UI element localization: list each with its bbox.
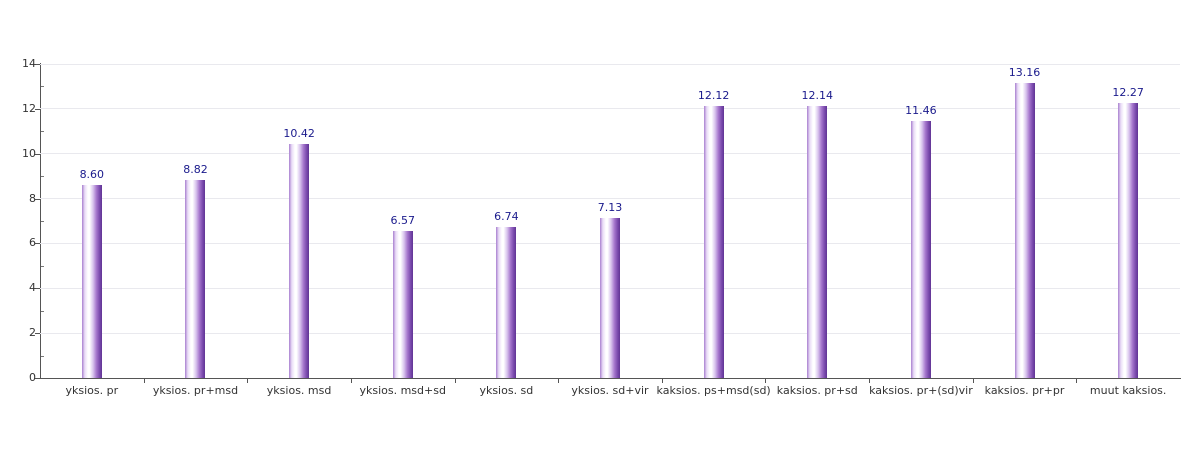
bar — [81, 185, 102, 378]
y-axis-minor-tick — [41, 176, 44, 178]
y-axis-major-tick — [35, 243, 40, 245]
y-axis-major-tick — [35, 378, 40, 379]
bar — [185, 180, 206, 378]
bar-value-label: 10.42 — [283, 127, 315, 141]
gridline — [40, 153, 1180, 155]
bar — [807, 105, 828, 378]
x-axis-tick — [454, 379, 456, 383]
y-axis-minor-tick — [41, 355, 44, 357]
x-axis-category-label: yksios. pr+msd — [152, 384, 239, 397]
y-axis-minor-tick — [41, 221, 44, 222]
bar — [910, 120, 931, 378]
y-axis-tick-label: 0 — [29, 371, 36, 384]
x-axis-category-label: muut kaksios. — [1089, 384, 1167, 397]
x-axis-tick — [765, 379, 767, 383]
x-axis-category-label: yksios. sd+vir — [571, 384, 649, 397]
y-axis-major-tick — [35, 108, 40, 110]
y-axis-tick-label: 2 — [29, 326, 36, 340]
x-axis-tick — [661, 379, 663, 383]
y-axis-tick-label: 12 — [22, 101, 36, 115]
y-axis-major-tick — [35, 198, 40, 200]
y-axis-tick-label: 8 — [29, 191, 36, 205]
x-axis-tick — [972, 379, 974, 383]
x-axis-tick — [869, 379, 871, 383]
bar — [703, 106, 724, 378]
x-axis-category-label: kaksios. pr+sd — [776, 384, 858, 397]
bar — [1118, 102, 1139, 378]
y-axis-minor-tick — [41, 131, 44, 133]
bar-value-label: 13.16 — [1008, 65, 1041, 79]
y-axis-tick-label: 6 — [29, 236, 36, 250]
bar-value-label: 12.12 — [697, 89, 730, 103]
bar — [392, 230, 413, 378]
y-axis-line — [40, 63, 41, 378]
bar-value-label: 7.13 — [597, 201, 623, 215]
x-axis-category-label: yksios. pr — [65, 384, 119, 397]
bar — [289, 144, 310, 378]
gridline — [40, 198, 1180, 200]
bar-value-label: 8.60 — [79, 168, 105, 182]
y-axis-minor-tick — [41, 265, 44, 267]
y-axis-minor-tick — [41, 310, 44, 312]
x-axis-tick — [558, 379, 560, 383]
bar-value-label: 8.82 — [183, 163, 208, 177]
y-axis-tick-label: 14 — [22, 57, 36, 70]
x-axis-tick — [247, 379, 249, 383]
x-axis-category-label: yksios. msd — [266, 384, 332, 397]
bar-value-label: 11.46 — [905, 103, 937, 117]
x-axis-category-label: yksios. msd+sd — [359, 384, 446, 397]
x-axis-category-label: kaksios. ps+msd(sd) — [656, 384, 771, 397]
x-axis-tick — [1076, 379, 1078, 383]
y-axis-tick-label: 4 — [29, 281, 36, 295]
x-axis-line — [40, 378, 1181, 379]
y-axis-tick-label: 10 — [22, 146, 36, 160]
y-axis-major-tick — [35, 64, 40, 65]
y-axis-major-tick — [35, 153, 40, 155]
bar-value-label: 6.57 — [390, 213, 415, 227]
x-axis-category-label: yksios. sd — [479, 384, 534, 397]
bar-value-label: 12.27 — [1112, 85, 1144, 99]
x-axis-category-label: kaksios. pr+(sd)vir — [869, 384, 973, 397]
y-axis-minor-tick — [41, 86, 44, 88]
bar-value-label: 6.74 — [494, 209, 519, 223]
gridline — [40, 63, 1180, 65]
y-axis-major-tick — [35, 288, 40, 290]
bar — [496, 226, 517, 378]
plot-area: 8.60 8.82 10.42 6.57 6.74 7.13 12.12 12.14 11.46… — [40, 63, 1180, 378]
gridline — [40, 108, 1180, 110]
x-axis-tick — [143, 379, 145, 383]
bar-value-label: 12.14 — [801, 88, 834, 102]
x-axis-category-label: kaksios. pr+pr — [984, 384, 1065, 397]
y-axis-major-tick — [35, 333, 40, 335]
x-axis-tick — [350, 379, 352, 383]
bar — [600, 218, 620, 378]
bar — [1014, 82, 1035, 378]
